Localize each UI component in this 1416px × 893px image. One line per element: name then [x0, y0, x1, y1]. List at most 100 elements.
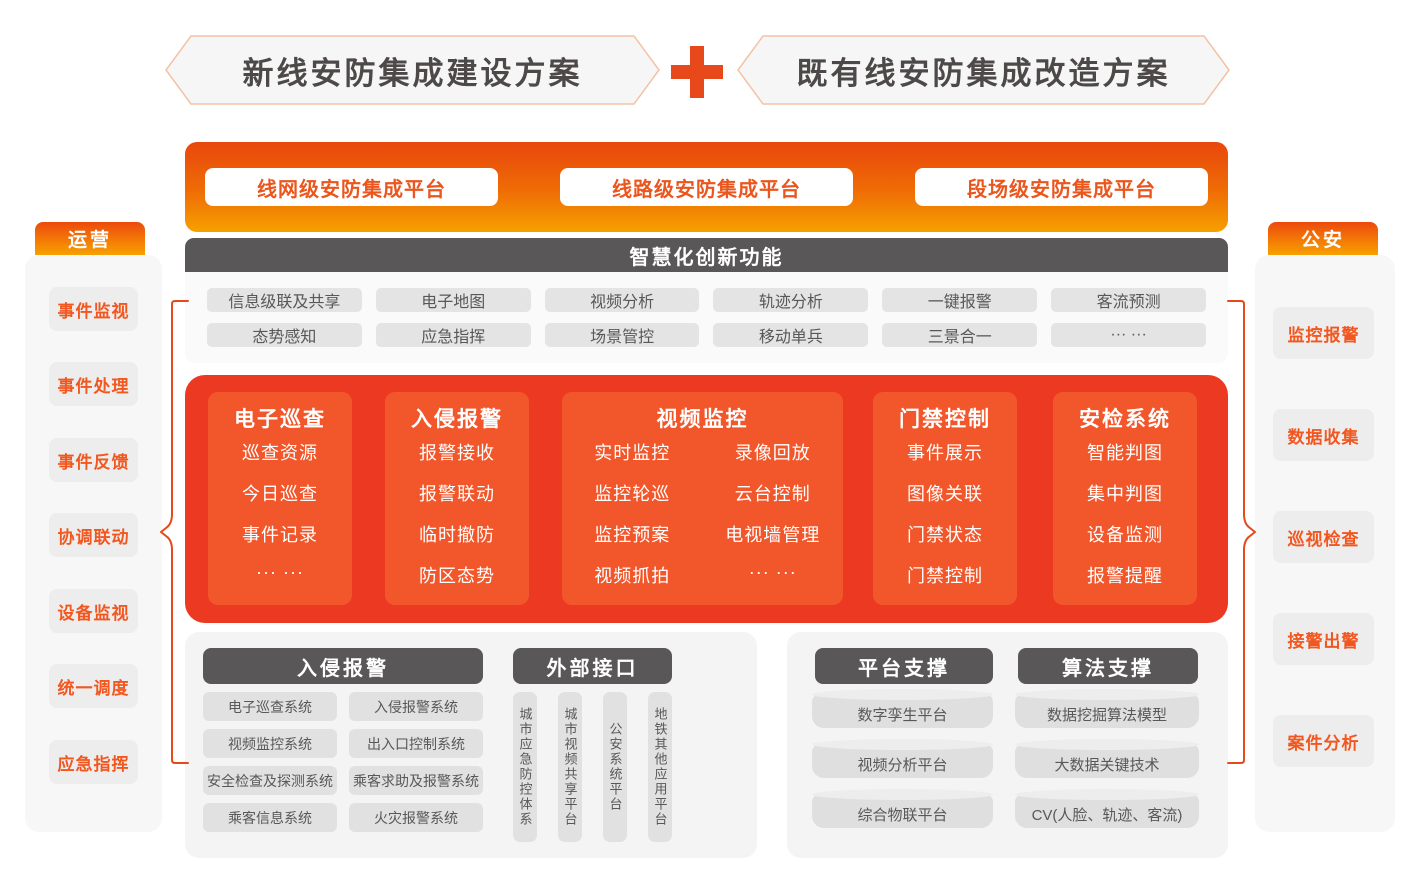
core-col-title: 安检系统	[1079, 408, 1171, 431]
system-pill: 入侵报警系统	[349, 692, 483, 721]
platform-network-level: 线网级安防集成平台	[205, 168, 498, 206]
operations-item: 设备监视	[49, 589, 138, 633]
police-item: 巡视检查	[1273, 511, 1374, 563]
core-item: 今日巡查	[242, 484, 318, 504]
core-col-title: 电子巡查	[234, 408, 326, 431]
police-item: 数据收集	[1273, 409, 1374, 461]
core-item: 报警提醒	[1087, 566, 1163, 586]
core-item: 巡查资源	[242, 443, 318, 463]
core-item: 防区态势	[419, 566, 495, 586]
core-item: 监控轮巡	[594, 484, 671, 504]
operations-tab: 运营	[35, 222, 145, 255]
system-pill: 乘客求助及报警系统	[349, 766, 483, 795]
core-item-ellipsis: ··· ···	[748, 562, 797, 582]
police-item: 监控报警	[1273, 307, 1374, 359]
core-item: 集中判图	[1087, 484, 1163, 504]
smart-function: 应急指挥	[375, 323, 531, 347]
system-pill: 出入口控制系统	[349, 729, 483, 758]
core-item: 视频抓拍	[594, 566, 671, 586]
core-security-functions: 电子巡查 巡查资源 今日巡查 事件记录 ··· ··· 入侵报警 报警接收 报警…	[185, 375, 1228, 623]
database-cylinder: 数据挖掘算法模型	[1015, 689, 1199, 728]
police-tab: 公安	[1268, 222, 1378, 255]
platform-support-header: 平台支撑	[815, 648, 993, 684]
core-col-video-surveillance: 视频监控 实时监控 监控轮巡 监控预案 视频抓拍 录像回放 云台控制 电视墙管理…	[562, 392, 843, 605]
cylinder-label: 数据挖掘算法模型	[1046, 707, 1167, 724]
core-item: 实时监控	[594, 443, 671, 463]
core-item: 设备监测	[1087, 525, 1163, 545]
database-cylinder: 数字孪生平台	[812, 689, 993, 728]
smart-innovation-panel: 信息级联及共享 电子地图 视频分析 轨迹分析 一键报警 客流预测 态势感知 应急…	[185, 272, 1228, 363]
external-interface-header: 外部接口	[513, 648, 672, 684]
operations-item: 统一调度	[49, 664, 138, 708]
platform-line-level: 线路级安防集成平台	[560, 168, 853, 206]
external-interface-pill: 公安系统平台	[603, 692, 627, 842]
core-item: 图像关联	[907, 484, 983, 504]
core-col-intrusion-alarm: 入侵报警 报警接收 报警联动 临时撤防 防区态势	[385, 392, 529, 605]
external-interface-pill: 城市视频共享平台	[558, 692, 582, 842]
core-col-title: 视频监控	[656, 408, 749, 431]
smart-function: 一键报警	[882, 288, 1038, 312]
core-col-electronic-patrol: 电子巡查 巡查资源 今日巡查 事件记录 ··· ···	[208, 392, 352, 605]
cylinder-label: CV(人脸、轨迹、客流)	[1031, 807, 1183, 824]
core-item: 电视墙管理	[725, 525, 821, 545]
core-item: 事件展示	[907, 443, 983, 463]
police-panel: 监控报警 数据收集 巡视检查 接警出警 案件分析	[1255, 255, 1395, 832]
database-cylinder: CV(人脸、轨迹、客流)	[1015, 789, 1199, 828]
core-item: 事件记录	[242, 525, 318, 545]
core-item: 报警接收	[419, 443, 495, 463]
system-pill: 视频监控系统	[203, 729, 337, 758]
right-brace-connector	[1227, 300, 1256, 764]
banner-text: 新线安防集成建设方案	[242, 55, 583, 91]
banner-text: 既有线安防集成改造方案	[796, 55, 1171, 91]
platform-level-bar: 线网级安防集成平台 线路级安防集成平台 段场级安防集成平台	[185, 142, 1228, 232]
smart-function: 场景管控	[544, 323, 700, 347]
algorithm-support-header: 算法支撑	[1018, 648, 1198, 684]
core-item: 临时撤防	[419, 525, 495, 545]
system-pill: 安全检查及探测系统	[203, 766, 337, 795]
operations-item: 协调联动	[49, 513, 138, 557]
intrusion-systems-header: 入侵报警	[203, 648, 483, 684]
core-col-title: 门禁控制	[899, 408, 991, 431]
operations-panel: 事件监视 事件处理 事件反馈 协调联动 设备监视 统一调度 应急指挥	[25, 255, 162, 832]
hexagon-shape	[165, 35, 660, 105]
vertical-label: 城市应急防控体系	[517, 707, 533, 827]
core-item: 门禁控制	[907, 566, 983, 586]
cylinder-label: 大数据关键技术	[1054, 757, 1160, 774]
smart-function-ellipsis: ··· ···	[1051, 323, 1206, 347]
database-cylinder: 视频分析平台	[812, 739, 993, 778]
core-col-access-control: 门禁控制 事件展示 图像关联 门禁状态 门禁控制	[873, 392, 1017, 605]
core-item-ellipsis: ··· ···	[256, 562, 304, 582]
external-interface-pill: 地铁其他应用平台	[648, 692, 672, 842]
vertical-label: 公安系统平台	[607, 722, 623, 812]
cylinder-label: 数字孪生平台	[857, 707, 948, 724]
smart-function: 移动单兵	[713, 323, 869, 347]
intrusion-systems-grid: 电子巡查系统 入侵报警系统 视频监控系统 出入口控制系统 安全检查及探测系统 乘…	[203, 692, 483, 832]
smart-function: 三景合一	[882, 323, 1038, 347]
system-pill: 电子巡查系统	[203, 692, 337, 721]
operations-item: 应急指挥	[49, 740, 138, 784]
core-item: 录像回放	[734, 443, 811, 463]
police-item: 案件分析	[1273, 715, 1374, 767]
smart-function: 视频分析	[544, 288, 700, 312]
left-brace-connector	[160, 300, 189, 764]
banner-new-line-plan: 新线安防集成建设方案	[165, 35, 660, 105]
system-pill: 火灾报警系统	[349, 803, 483, 832]
system-pill: 乘客信息系统	[203, 803, 337, 832]
plus-icon	[671, 46, 723, 98]
police-item: 接警出警	[1273, 613, 1374, 665]
core-item: 报警联动	[419, 484, 495, 504]
operations-item: 事件处理	[49, 362, 138, 406]
operations-item: 事件反馈	[49, 438, 138, 482]
smart-function: 客流预测	[1051, 288, 1206, 312]
core-item: 门禁状态	[907, 525, 983, 545]
core-col-title: 入侵报警	[411, 408, 503, 431]
smart-innovation-header: 智慧化创新功能	[185, 238, 1228, 272]
core-item: 云台控制	[734, 484, 811, 504]
hexagon-shape	[737, 35, 1230, 105]
platform-depot-level: 段场级安防集成平台	[915, 168, 1208, 206]
operations-item: 事件监视	[49, 287, 138, 331]
vertical-label: 地铁其他应用平台	[652, 707, 668, 827]
bottom-right-panel: 平台支撑 算法支撑 数字孪生平台 视频分析平台 综合物联平台 数据挖掘算法模型 …	[787, 632, 1228, 858]
core-item: 智能判图	[1087, 443, 1163, 463]
